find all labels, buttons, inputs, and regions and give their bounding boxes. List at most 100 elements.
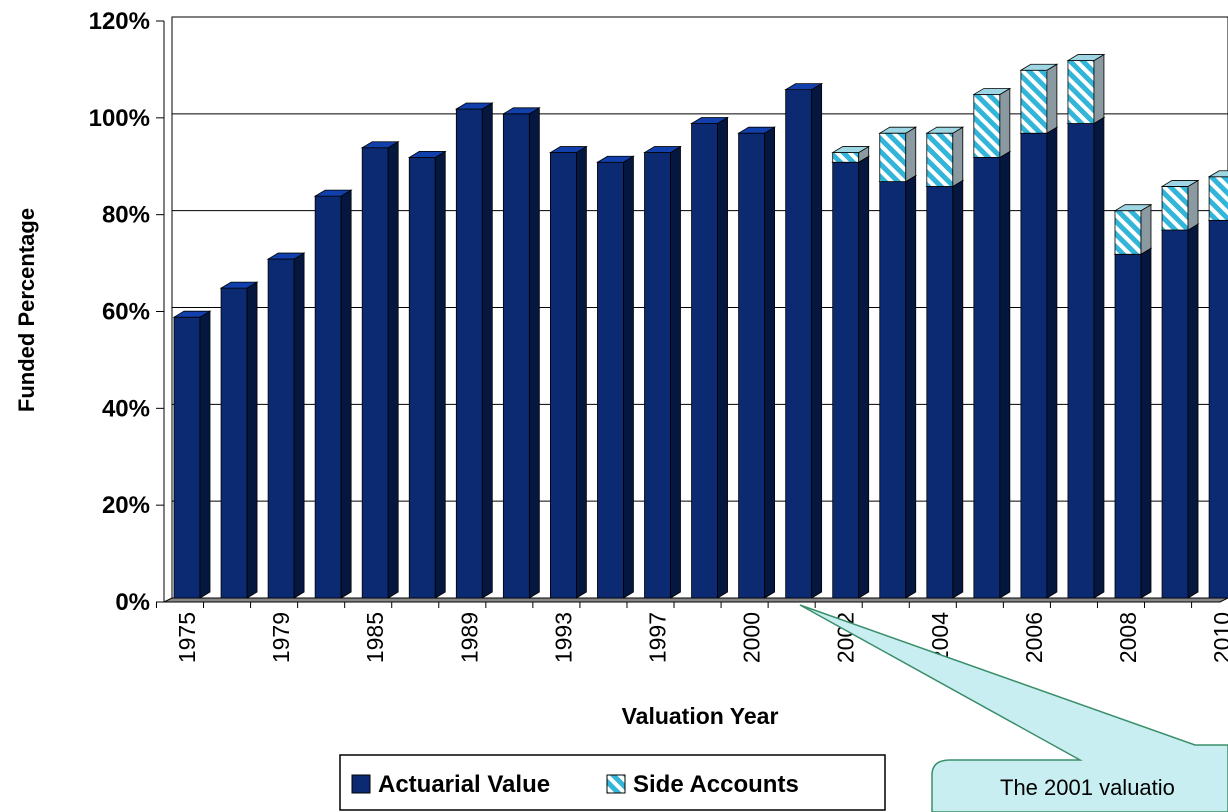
y-axis-label: Funded Percentage (14, 208, 39, 412)
bar-front (1020, 132, 1048, 599)
bar-side (952, 126, 964, 188)
bar-segment (172, 310, 212, 599)
bar-side (481, 102, 493, 599)
bar-segment (596, 155, 635, 599)
bar-top (313, 189, 353, 197)
bar-front (1161, 229, 1189, 599)
bar-front (832, 152, 860, 163)
y-tick-label: 120% (89, 8, 150, 35)
bar-front (926, 186, 954, 599)
bar-top (1207, 170, 1228, 178)
bar-side (528, 107, 540, 599)
bar-front (832, 161, 860, 599)
bar-front (1067, 60, 1095, 124)
bar-side (340, 189, 352, 599)
bar-side (952, 179, 964, 599)
bar-segment (1019, 63, 1059, 134)
bar-segment (1207, 213, 1228, 599)
bar-side (905, 174, 917, 599)
bar-segment (266, 252, 306, 599)
bar-side (1046, 63, 1058, 134)
bar-front (597, 161, 624, 599)
bar-side (999, 150, 1011, 599)
plot-area: 0% 20% 40% 60% 80% 100% 120% 1975 1979 1985 1989 19… (89, 8, 1228, 663)
bar-segment (878, 174, 918, 599)
bar-segment (1066, 53, 1106, 125)
bar-side (1140, 247, 1152, 599)
bar-top (501, 107, 541, 115)
bar-front (220, 287, 248, 599)
bar-segment (1160, 179, 1200, 231)
bar-side (717, 116, 728, 599)
bar-side (199, 310, 211, 599)
x-tick-label: 1989 (456, 612, 482, 663)
bar-front (502, 113, 530, 599)
bar-segment (690, 116, 729, 599)
bar-segment (548, 145, 588, 599)
bar-front (926, 132, 954, 187)
x-tick-label: 2000 (739, 612, 765, 663)
x-axis-label: Valuation Year (622, 703, 779, 729)
bar-front (879, 132, 907, 183)
bar-top (643, 146, 682, 153)
bar-top (596, 155, 635, 163)
bar-segment (1113, 247, 1153, 599)
bar-front (267, 258, 295, 599)
callout (799, 604, 1228, 812)
bar-side (1187, 179, 1199, 231)
legend-swatch (606, 774, 626, 794)
bar-segment (878, 126, 918, 183)
bar-top (454, 102, 494, 110)
bar-front (644, 152, 671, 599)
bar-front (361, 147, 389, 599)
bar-segment (972, 87, 1012, 159)
bar-side (434, 150, 446, 599)
bar-side (858, 155, 870, 599)
bar-front (408, 157, 436, 599)
bar-side (811, 82, 823, 599)
bar-front (691, 123, 718, 599)
bar-front (173, 316, 201, 599)
bar-front (455, 108, 483, 599)
bar-top (1113, 204, 1153, 212)
bar-segment (1066, 116, 1106, 599)
bar-segment (925, 179, 965, 599)
bar-side (764, 126, 775, 599)
bar-segment (501, 107, 541, 599)
bar-segment (1019, 126, 1059, 599)
bar-front (973, 157, 1001, 599)
bar-side (387, 141, 399, 599)
x-tick-label: 2006 (1021, 612, 1047, 663)
bar-top (690, 117, 729, 124)
bar-side (1046, 126, 1058, 599)
bar-segment (925, 126, 965, 188)
bar-side (246, 281, 258, 599)
bar-top (831, 146, 871, 153)
bar-side (1093, 53, 1105, 125)
bar-side (1140, 203, 1152, 255)
bar-side (576, 145, 587, 599)
bar-top (737, 126, 777, 134)
bar-top (548, 146, 588, 153)
bar-segment (454, 102, 494, 599)
y-tick-label: 40% (102, 395, 150, 422)
x-tick-label: 1975 (174, 612, 200, 663)
x-tick-label: 2008 (1115, 612, 1141, 663)
bar-front (785, 89, 813, 599)
bar-top (1066, 54, 1106, 61)
bar-segment (219, 281, 259, 599)
bar-side (999, 87, 1011, 159)
bar-front (314, 195, 342, 599)
bar-segment (972, 150, 1012, 599)
bar-top (172, 310, 212, 318)
bar-segment (407, 150, 447, 599)
floor (163, 597, 1228, 603)
legend-label: Actuarial Value (378, 771, 550, 798)
y-tick-label: 0% (115, 589, 150, 616)
bar-front (1067, 123, 1095, 599)
bar-top (878, 126, 918, 134)
x-tick-label: 1979 (268, 612, 294, 663)
bar-segment (1113, 203, 1153, 255)
bar-front (973, 94, 1001, 158)
bar-top (219, 281, 259, 289)
